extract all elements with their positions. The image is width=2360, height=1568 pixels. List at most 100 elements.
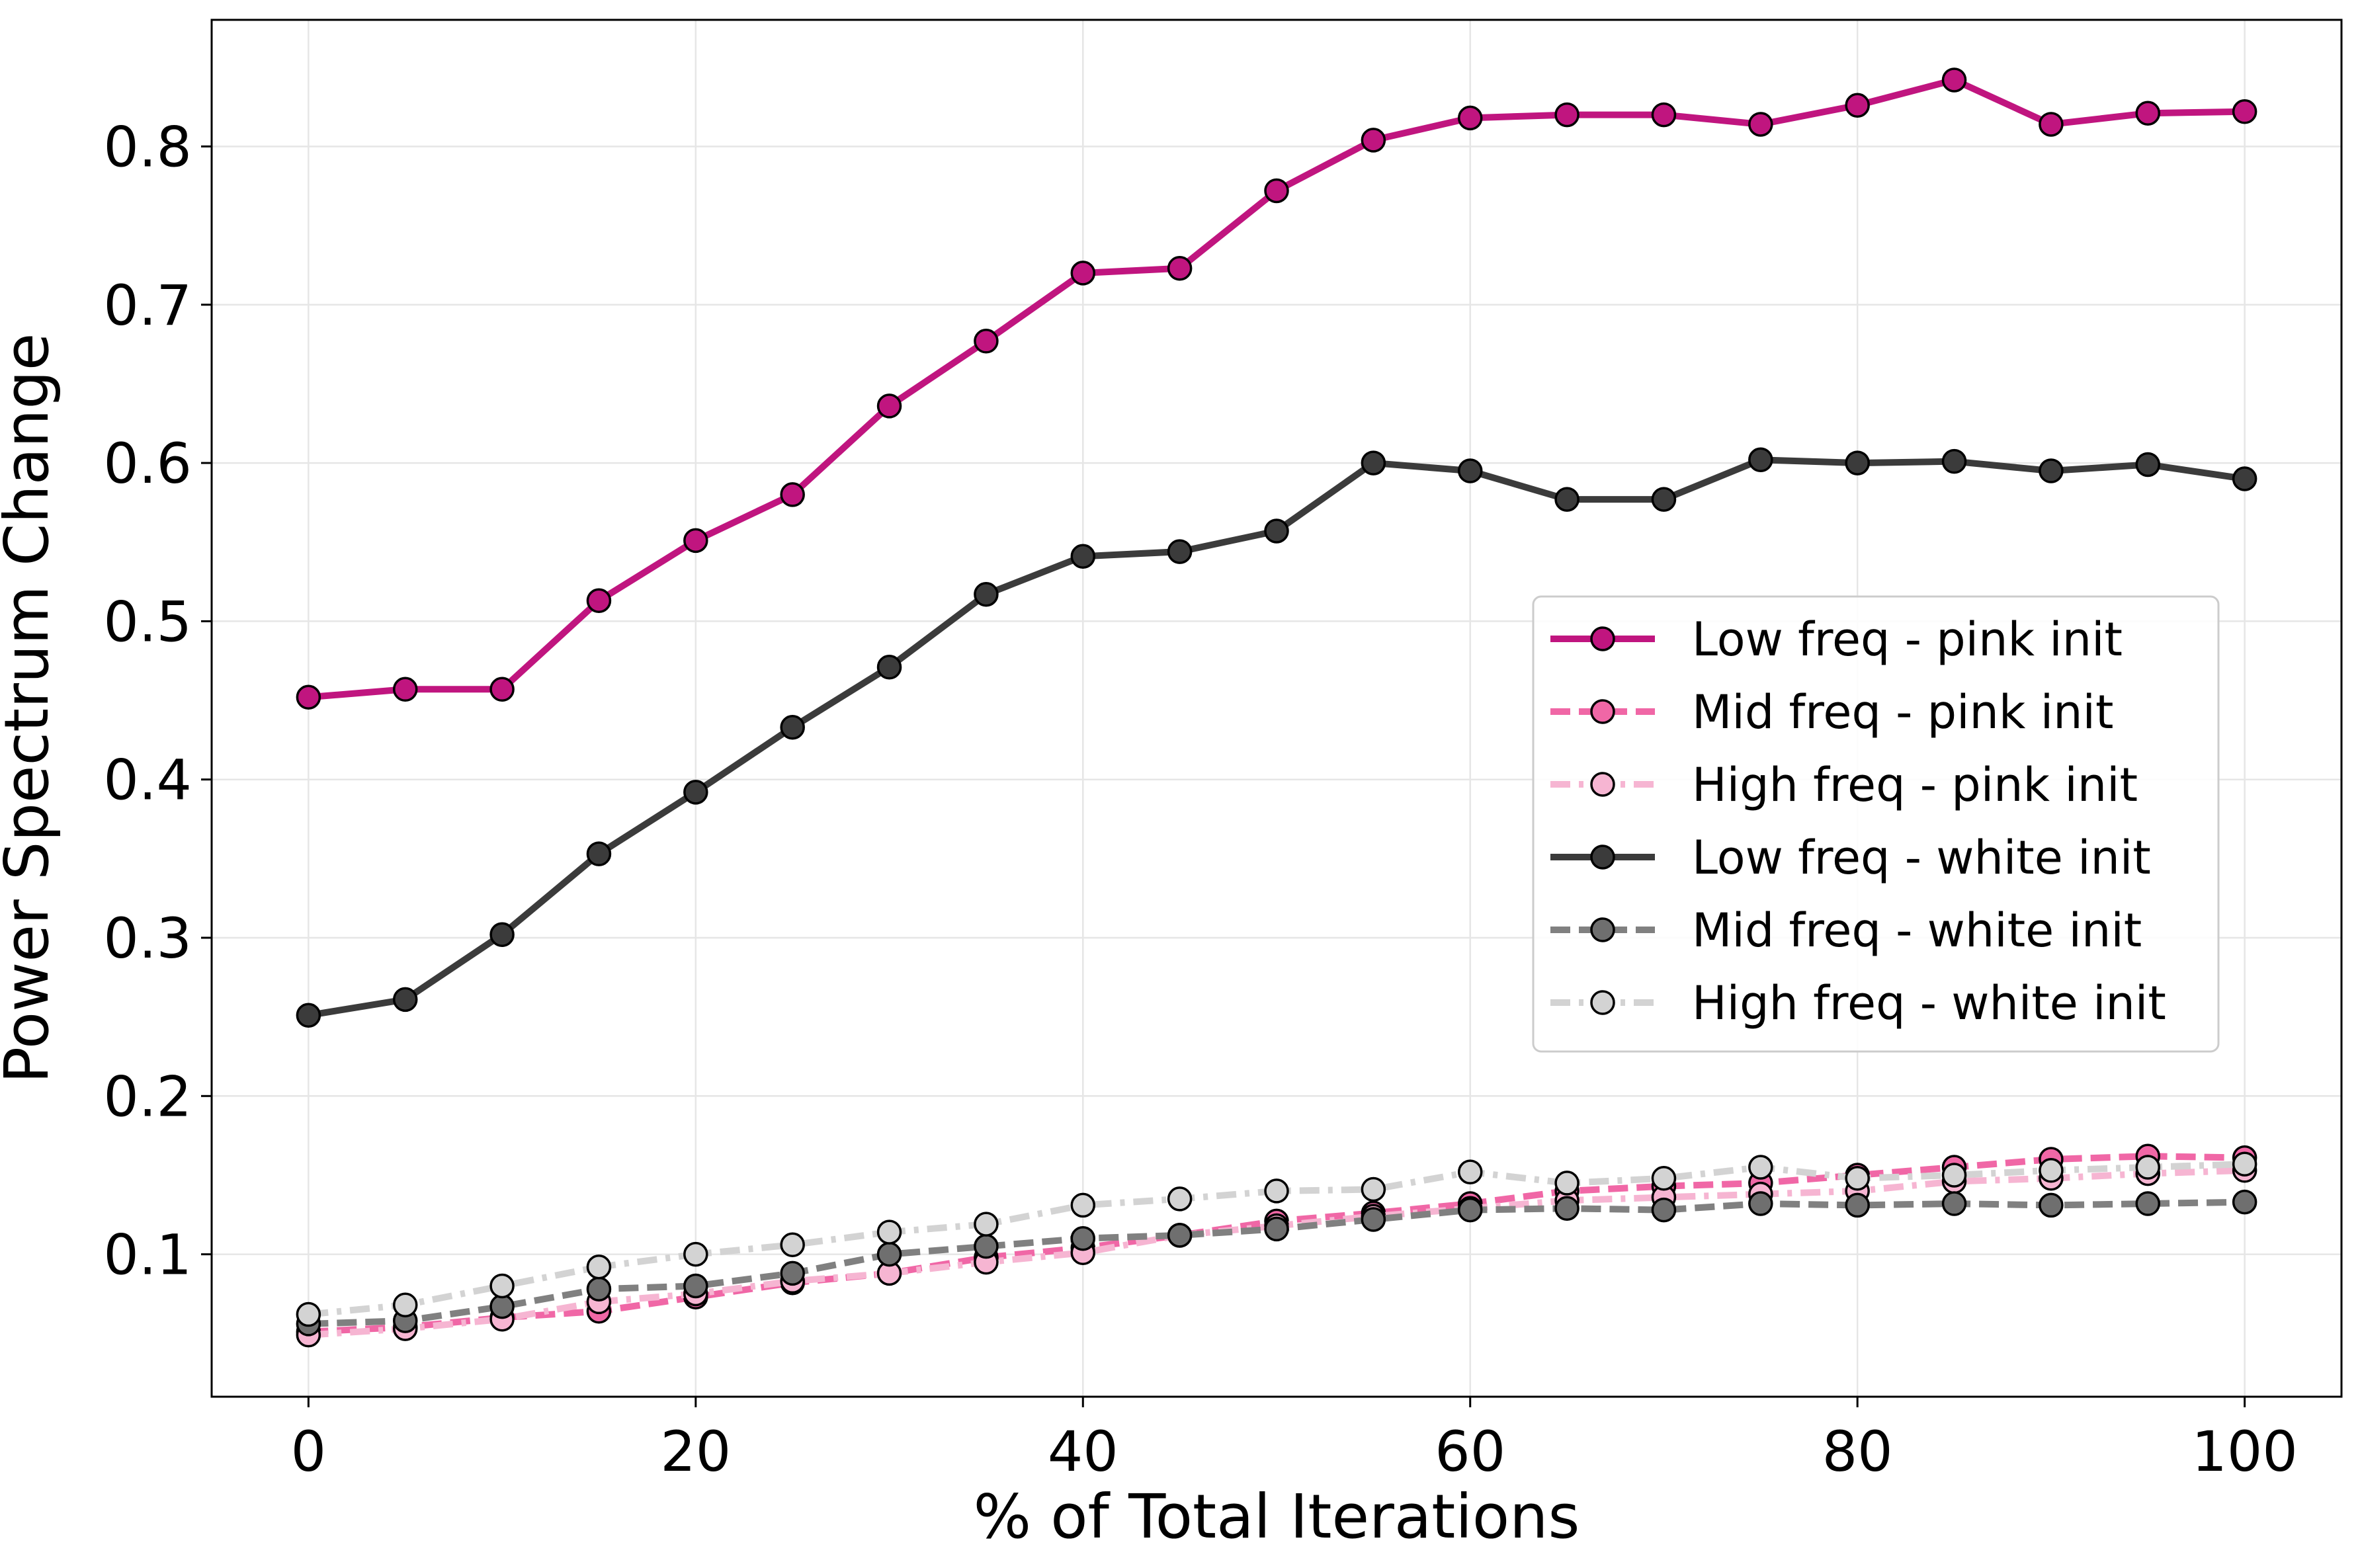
data-point [2135, 1191, 2161, 1216]
legend: Low freq - pink init Mid freq - pink init… [1532, 595, 2220, 1053]
data-point [2232, 99, 2257, 124]
data-point [2232, 466, 2257, 491]
data-point [1554, 102, 1580, 128]
data-point [876, 655, 902, 680]
data-point [1941, 1191, 1967, 1216]
data-point [1651, 1166, 1677, 1191]
data-point [1651, 1197, 1677, 1223]
legend-entry: Low freq - pink init [1550, 612, 2123, 667]
data-point [1651, 487, 1677, 512]
data-point [296, 1003, 321, 1028]
x-tick-label: 60 [1435, 1419, 1505, 1484]
y-tick-label: 0.2 [103, 1064, 192, 1129]
series-layer [296, 67, 2257, 1348]
data-point [683, 780, 708, 805]
data-point [1845, 450, 1870, 475]
data-point [683, 528, 708, 554]
legend-swatch-marker [1590, 699, 1615, 724]
data-point [780, 1260, 805, 1286]
legend-frame [1532, 595, 2220, 1053]
x-tick-label: 100 [2191, 1419, 2297, 1484]
data-point [2039, 458, 2064, 483]
legend-swatch-marker [1590, 990, 1615, 1015]
legend-entry: Low freq - white init [1550, 831, 2151, 885]
data-point [1361, 1207, 1386, 1232]
data-point [780, 482, 805, 507]
data-point [1167, 255, 1193, 281]
data-point [2135, 452, 2161, 477]
data-point [1264, 178, 1289, 204]
data-point [974, 1212, 999, 1237]
data-point [2039, 112, 2064, 137]
data-point [1167, 539, 1193, 564]
data-point [2039, 1158, 2064, 1183]
data-point [489, 677, 515, 702]
y-tick-label: 0.5 [103, 589, 192, 654]
data-point [1361, 1176, 1386, 1202]
data-point [586, 841, 612, 866]
data-point [974, 1233, 999, 1259]
y-tick-label: 0.4 [103, 748, 192, 813]
legend-label: Mid freq - pink init [1692, 685, 2113, 739]
data-point [1748, 447, 1773, 473]
y-tick-label: 0.6 [103, 431, 192, 496]
legend-label: High freq - white init [1692, 976, 2166, 1030]
legend-label: High freq - pink init [1692, 758, 2138, 812]
x-axis-label: % of Total Iterations [974, 1481, 1580, 1552]
data-point [392, 987, 418, 1012]
series-4 [296, 447, 2257, 1028]
legend-swatch-marker [1590, 845, 1615, 870]
data-point [1167, 1223, 1193, 1248]
data-point [586, 1255, 612, 1280]
data-point [1845, 93, 1870, 118]
legend-swatch-marker [1590, 626, 1615, 651]
data-point [1554, 1196, 1580, 1221]
data-point [1941, 67, 1967, 93]
data-point [974, 581, 999, 607]
x-tick-label: 20 [660, 1419, 731, 1484]
y-axis-label: Power Spectrum Change [0, 333, 62, 1084]
y-tick-label: 0.3 [103, 906, 192, 971]
data-point [1457, 1197, 1483, 1223]
legend-label: Mid freq - white init [1692, 903, 2142, 958]
data-point [1651, 102, 1677, 128]
data-point [392, 1292, 418, 1317]
legend-swatch-marker [1590, 917, 1615, 942]
data-point [2135, 101, 2161, 126]
data-point [489, 1273, 515, 1299]
data-point [1264, 518, 1289, 544]
data-point [296, 1301, 321, 1327]
data-point [876, 1219, 902, 1245]
data-point [489, 1294, 515, 1319]
y-tick-label: 0.8 [103, 114, 192, 179]
data-point [974, 329, 999, 354]
y-axis: 0.1 0.2 0.3 0.4 0.5 0.6 0.7 0.8 [103, 114, 212, 1288]
data-point [1941, 448, 1967, 474]
legend-entry: High freq - white init [1550, 976, 2166, 1030]
y-tick-label: 0.1 [103, 1223, 192, 1288]
data-point [296, 684, 321, 710]
data-point [586, 1276, 612, 1302]
data-point [1070, 1192, 1096, 1218]
series-1 [296, 67, 2257, 710]
data-point [1941, 1163, 1967, 1188]
data-point [780, 714, 805, 740]
data-point [1264, 1216, 1289, 1242]
legend-label: Low freq - white init [1692, 831, 2151, 885]
data-point [1554, 487, 1580, 512]
legend-swatch-marker [1590, 772, 1615, 797]
data-point [2232, 1189, 2257, 1215]
series-6 [296, 1151, 2257, 1327]
data-point [1361, 128, 1386, 153]
data-point [2232, 1151, 2257, 1176]
data-point [780, 1232, 805, 1258]
data-point [1457, 105, 1483, 131]
data-point [1457, 458, 1483, 483]
data-point [1070, 544, 1096, 569]
y-tick-label: 0.7 [103, 273, 192, 338]
x-tick-label: 0 [291, 1419, 326, 1484]
data-point [1748, 112, 1773, 137]
data-point [876, 393, 902, 419]
data-point [876, 1241, 902, 1267]
